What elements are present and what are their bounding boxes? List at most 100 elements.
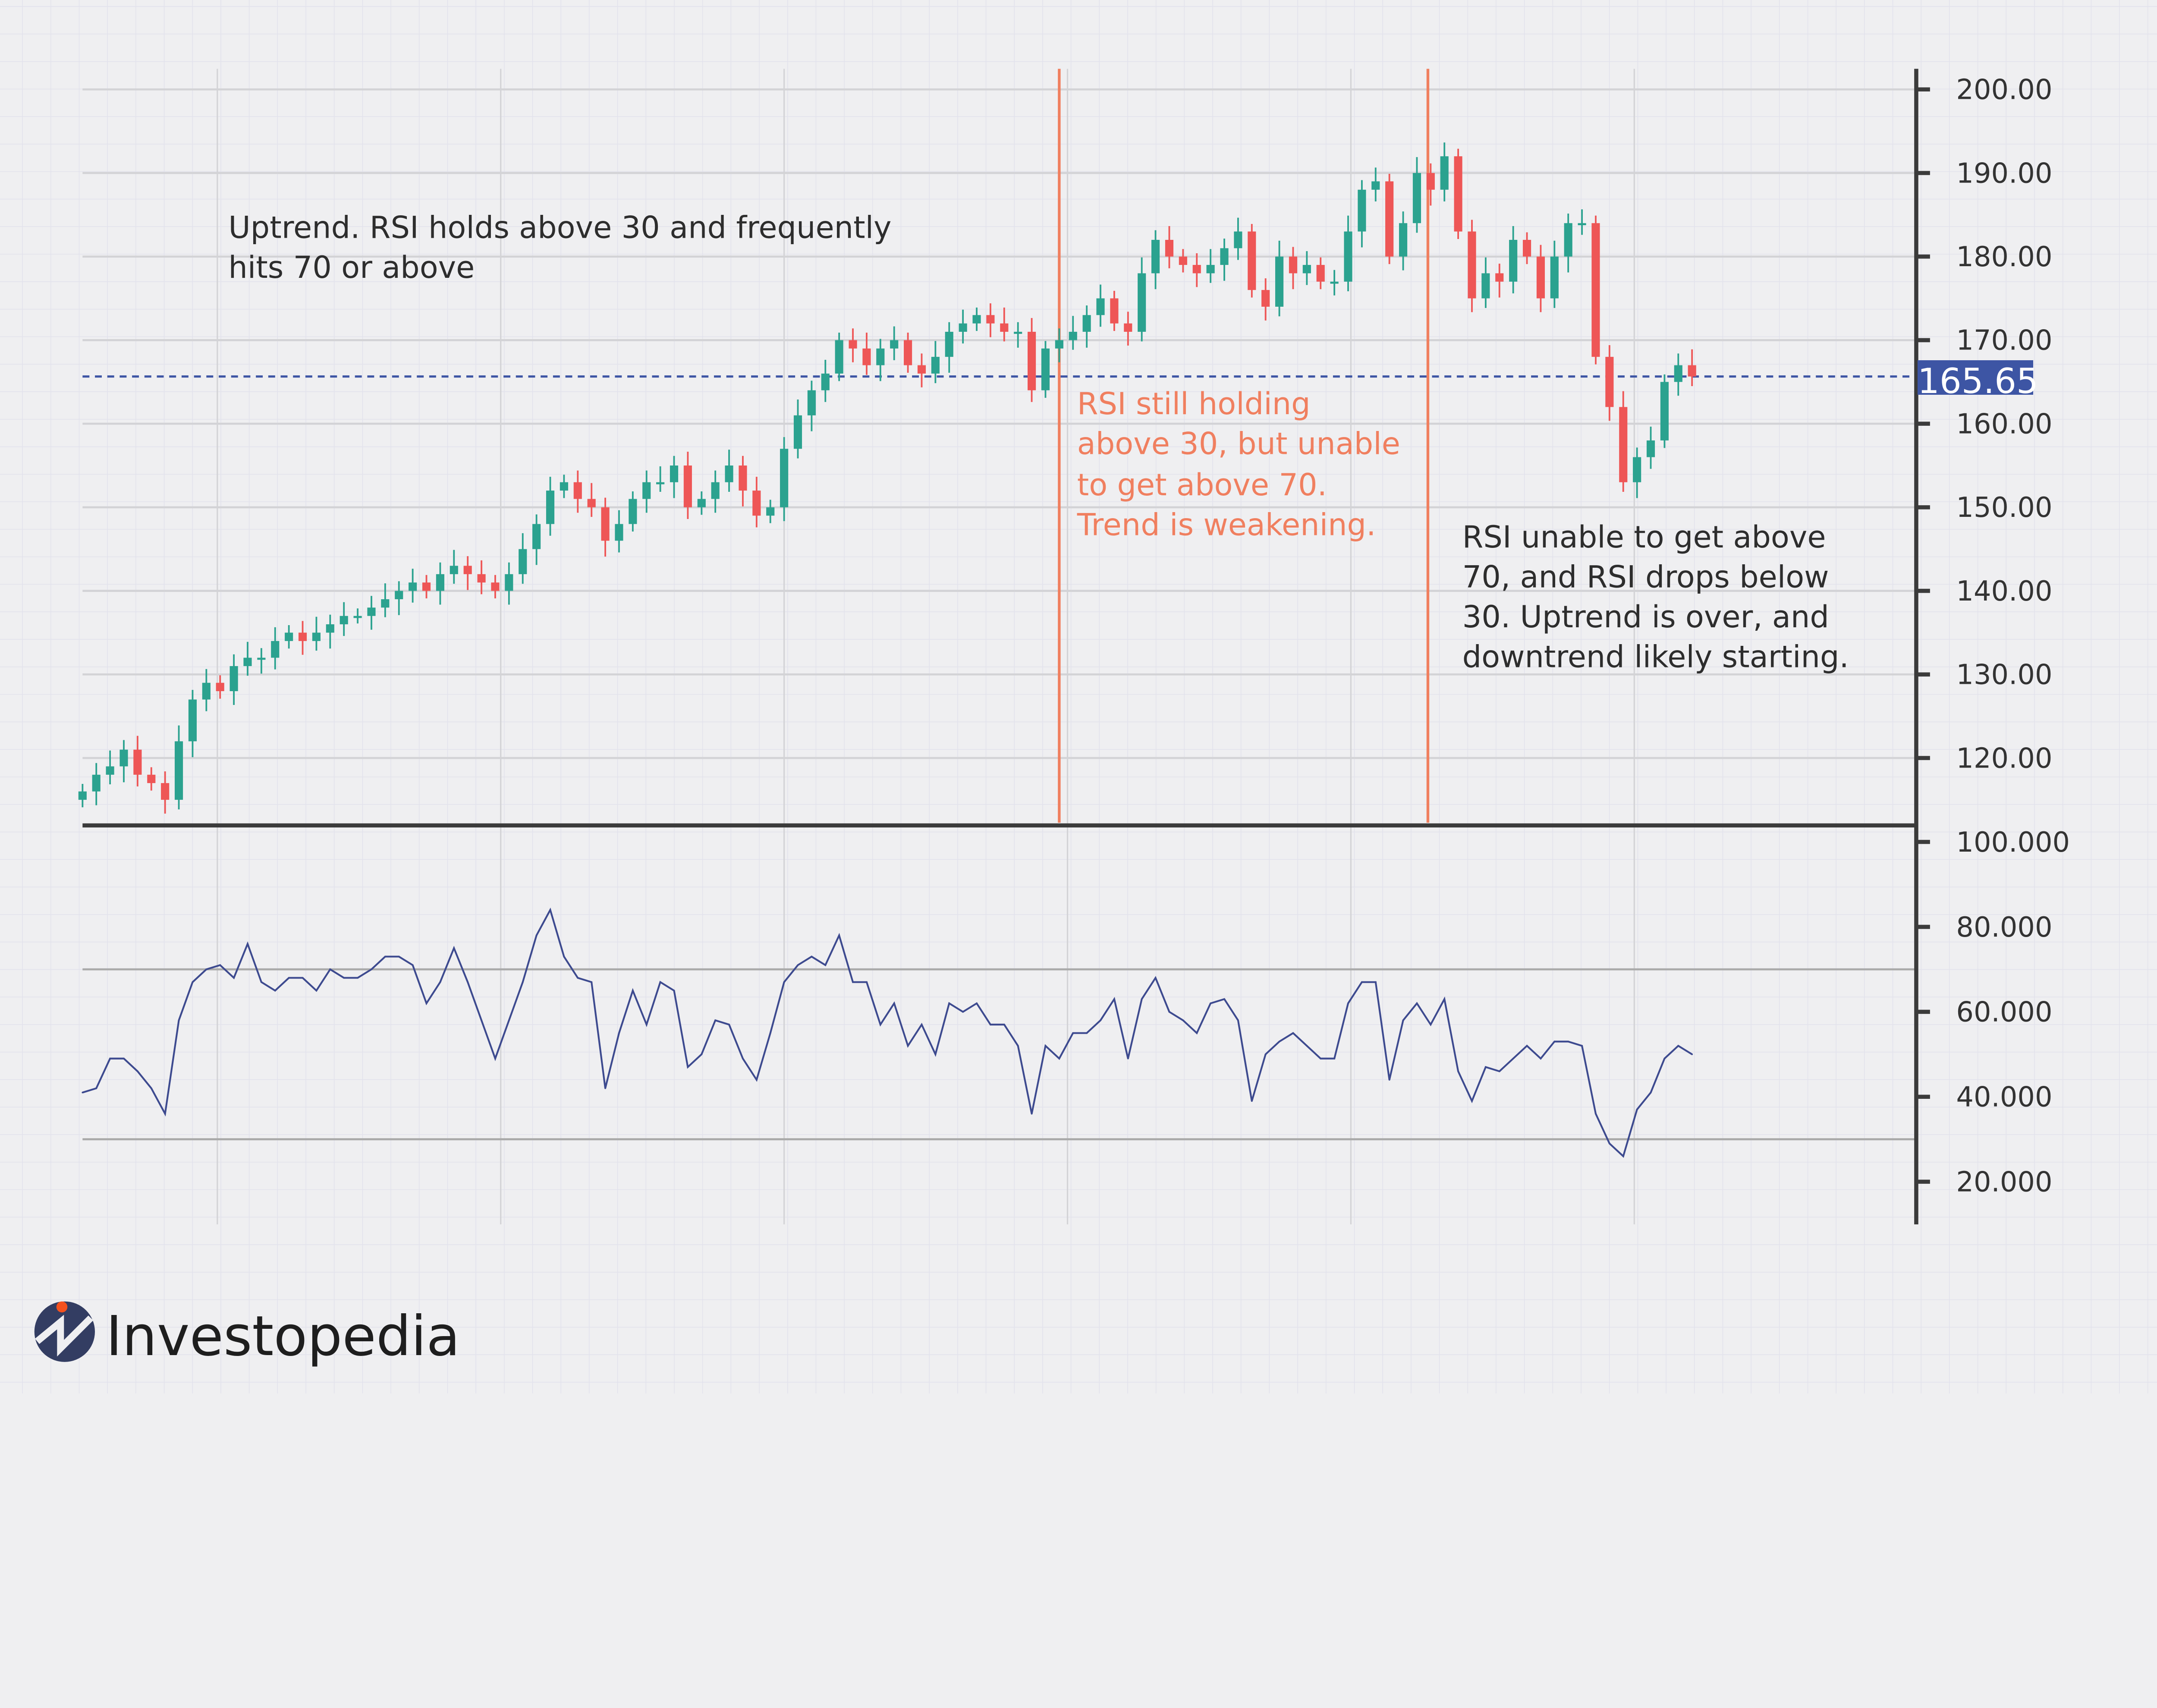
rsi-point — [632, 990, 634, 992]
candle — [821, 359, 830, 402]
candle-body — [78, 791, 87, 800]
candle-body — [1234, 231, 1242, 248]
axes — [82, 69, 1918, 1225]
candle — [1248, 224, 1256, 298]
candle-body — [1605, 357, 1614, 407]
candle — [381, 583, 390, 617]
candle-body — [1206, 265, 1215, 274]
candle-body — [326, 624, 334, 633]
candle-body — [1495, 273, 1504, 282]
candle-body — [821, 373, 830, 390]
rsi-point — [82, 1091, 84, 1094]
candle-body — [1522, 239, 1531, 257]
candle-body — [573, 482, 582, 499]
rsi-point — [797, 964, 799, 966]
candle-body — [1055, 340, 1063, 349]
rsi-chart: 200.00 190.00 180.00 170.00 160.00 150.00 140.… — [0, 0, 2157, 1394]
rsi-point — [549, 909, 551, 911]
candle-body — [1550, 256, 1559, 299]
candle-body — [367, 607, 376, 616]
candle-body — [532, 524, 541, 549]
candle-body — [807, 390, 816, 415]
rsi-point — [714, 1019, 717, 1021]
rsi-point — [178, 1019, 180, 1021]
candle-body — [340, 616, 348, 625]
candle — [1041, 341, 1050, 398]
candle-body — [904, 340, 912, 365]
candle-body — [1385, 181, 1394, 257]
candle — [1633, 447, 1641, 498]
candle-body — [147, 774, 156, 783]
candle — [1591, 215, 1600, 365]
candle-body — [505, 574, 513, 591]
rsi-point — [1636, 1108, 1638, 1110]
candle — [463, 556, 472, 590]
candle — [1426, 163, 1435, 206]
logo-wordmark: Investopedia — [106, 1305, 460, 1368]
candle — [959, 309, 967, 344]
candle — [1412, 157, 1421, 233]
candle — [1399, 211, 1408, 271]
candle-body — [1138, 273, 1146, 332]
annotations: Uptrend. RSI holds above 30 and frequent… — [228, 210, 1849, 675]
candle-body — [174, 741, 183, 800]
candle-body — [202, 683, 211, 700]
rsi-point — [1264, 1053, 1267, 1055]
candle — [1124, 311, 1132, 346]
candle-body — [477, 574, 486, 583]
candle — [147, 767, 156, 791]
candle-body — [395, 591, 403, 599]
rsi-point — [962, 1011, 964, 1013]
candle-body — [519, 549, 527, 574]
rsi-point — [247, 943, 248, 945]
candle-body — [1248, 231, 1256, 290]
rsi-point — [1072, 1032, 1074, 1034]
candle-body — [1674, 365, 1682, 382]
rsi-point — [1223, 998, 1225, 1000]
candle-body — [1688, 365, 1696, 377]
candle-body — [491, 582, 500, 591]
rsi-point — [1691, 1053, 1693, 1055]
candle — [546, 477, 555, 536]
rsi-point — [769, 1032, 771, 1034]
candle — [560, 475, 568, 498]
candle — [752, 477, 761, 528]
candle — [1440, 142, 1449, 201]
candle-body — [436, 574, 444, 591]
rsi-point — [164, 1113, 166, 1115]
candle-body — [1261, 290, 1270, 307]
candle-body — [161, 783, 170, 800]
candle — [119, 740, 128, 783]
candle-body — [1426, 173, 1435, 190]
rsi-point — [907, 1045, 909, 1047]
rsi-point — [1127, 1057, 1129, 1060]
rsi-point — [563, 956, 565, 958]
candle-body — [1646, 440, 1655, 457]
candle — [1206, 249, 1215, 283]
rsi-point — [1402, 1019, 1404, 1021]
candle — [78, 784, 87, 808]
candle-body — [1275, 256, 1284, 307]
annotation-downtrend-line-3: 30. Uptrend is over, and — [1462, 599, 1829, 635]
annotation-downtrend-line-2: 70, and RSI drops below — [1462, 560, 1829, 595]
rsi-point — [1608, 1142, 1610, 1145]
rsi-point — [329, 968, 331, 970]
candle — [1302, 251, 1311, 285]
rsi-point — [1567, 1041, 1569, 1043]
candle — [450, 550, 458, 584]
rsi-point — [1457, 1070, 1459, 1073]
rsi-tick-label: 40.000 — [1956, 1082, 2052, 1114]
candle-body — [1440, 156, 1449, 190]
candle-body — [1220, 248, 1229, 265]
rsi-point — [934, 1053, 937, 1055]
candle-body — [1536, 256, 1545, 299]
price-tick-label: 170.00 — [1956, 325, 2052, 357]
candle — [409, 569, 417, 603]
candle — [1138, 257, 1146, 342]
candle-body — [1412, 173, 1421, 223]
rsi-tick-label: 60.000 — [1956, 997, 2052, 1029]
candle-body — [862, 348, 871, 365]
candle-body — [766, 507, 775, 516]
rsi-point — [150, 1087, 152, 1089]
rsi-point — [1471, 1100, 1473, 1102]
